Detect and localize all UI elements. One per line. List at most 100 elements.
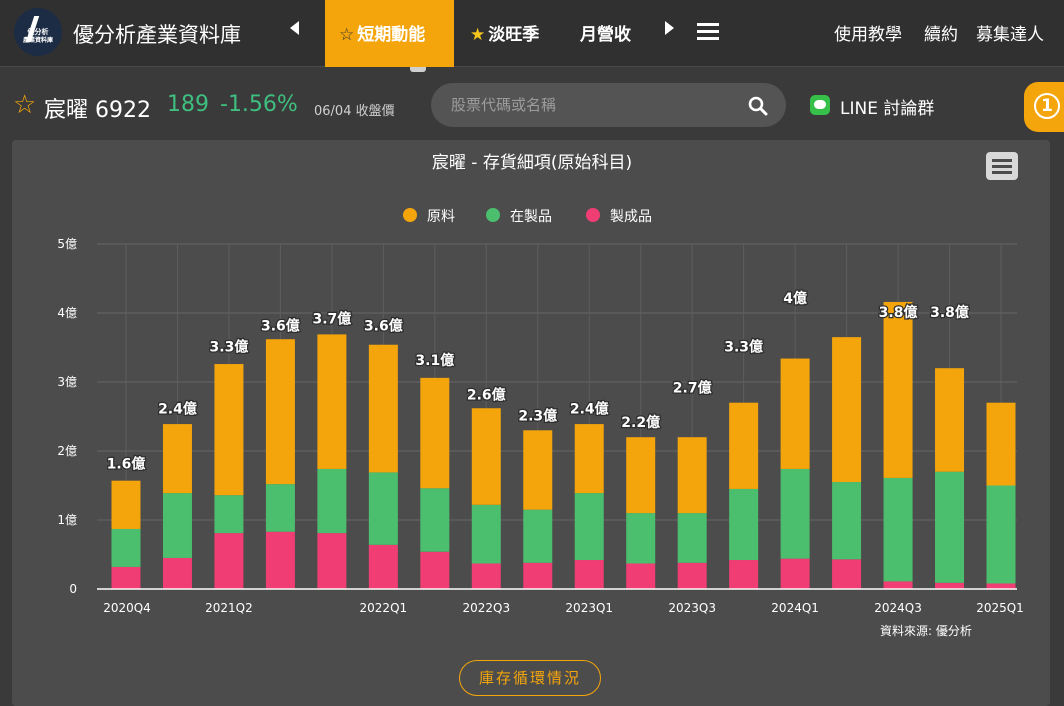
total-data-label: 2.7億	[673, 380, 712, 397]
bar-segment[interactable]	[471, 408, 501, 505]
bar-segment[interactable]	[574, 493, 604, 561]
nav-scroll-right-icon[interactable]	[665, 21, 674, 35]
bar-segment[interactable]	[162, 424, 192, 494]
bar-segment[interactable]	[265, 531, 295, 589]
bar-segment[interactable]	[368, 544, 398, 589]
bar-segment[interactable]	[523, 562, 553, 589]
bar-segment[interactable]	[162, 493, 192, 558]
bar-segment[interactable]	[780, 558, 810, 589]
total-data-label: 3.7億	[312, 311, 351, 328]
bar-segment[interactable]	[214, 533, 244, 589]
active-tab-indicator	[410, 67, 426, 72]
bar-segment[interactable]	[986, 402, 1016, 486]
total-data-label: 3.8億	[879, 304, 918, 321]
bar-segment[interactable]	[677, 562, 707, 589]
legend-dot-raw	[403, 208, 417, 222]
bar-segment[interactable]	[420, 551, 450, 589]
y-tick-label: 0	[69, 582, 77, 596]
bar-segment[interactable]	[214, 495, 244, 534]
renew-link[interactable]: 續約	[924, 25, 958, 45]
stock-name: 宸曜 6922	[44, 98, 151, 123]
chart-menu-button[interactable]	[986, 152, 1018, 180]
x-tick-label: 2023Q1	[565, 601, 613, 615]
bar-segment[interactable]	[265, 484, 295, 532]
bar-segment[interactable]	[986, 583, 1016, 589]
total-data-label: 3.1億	[415, 352, 454, 369]
bar-segment[interactable]	[626, 563, 656, 589]
bar-segment[interactable]	[368, 344, 398, 473]
x-tick-label: 2022Q3	[462, 601, 510, 615]
bar-segment[interactable]	[111, 480, 141, 529]
bar-segment[interactable]	[677, 437, 707, 514]
tab-short-term-momentum[interactable]: ☆ 短期動能	[325, 0, 454, 67]
legend-label: 原料	[427, 209, 455, 225]
bar-segment[interactable]	[832, 337, 862, 483]
total-data-label: 3.8億	[930, 304, 969, 321]
bar-segment[interactable]	[832, 559, 862, 589]
bar-segment[interactable]	[111, 566, 141, 589]
y-tick-label: 3億	[57, 375, 77, 389]
x-tick-label: 2022Q1	[360, 601, 408, 615]
bar-segment[interactable]	[420, 377, 450, 489]
star-icon: ★	[470, 25, 486, 45]
inventory-cycle-button[interactable]: 庫存循環情況	[459, 660, 601, 696]
data-source-note: 資料來源: 優分析	[880, 624, 972, 638]
y-tick-label: 1億	[57, 513, 77, 527]
tutorial-link[interactable]: 使用教學	[834, 25, 902, 45]
site-title[interactable]: 優分析產業資料庫	[73, 23, 241, 47]
line-app-icon[interactable]	[810, 95, 830, 115]
x-tick-label: 2024Q3	[874, 601, 922, 615]
x-tick-label: 2021Q2	[205, 601, 253, 615]
stock-date: 06/04 收盤價	[314, 104, 395, 119]
bar-segment[interactable]	[935, 368, 965, 472]
y-tick-label: 2億	[57, 444, 77, 458]
bar-segment[interactable]	[883, 581, 913, 589]
bar-segment[interactable]	[729, 488, 759, 561]
tab-label: 淡旺季	[488, 25, 540, 45]
bar-segment[interactable]	[883, 301, 913, 478]
bar-segment[interactable]	[729, 402, 759, 489]
bar-segment[interactable]	[626, 437, 656, 514]
site-logo[interactable]: 優分析 產業資料庫	[14, 8, 62, 56]
bar-segment[interactable]	[162, 557, 192, 589]
y-tick-label: 4億	[57, 306, 77, 320]
star-outline-icon: ☆	[339, 25, 355, 45]
search-input[interactable]	[451, 93, 731, 117]
bar-segment[interactable]	[471, 504, 501, 564]
bar-segment[interactable]	[523, 509, 553, 563]
search-icon[interactable]	[748, 96, 768, 116]
bar-segment[interactable]	[574, 424, 604, 494]
total-data-label: 1.6億	[107, 456, 146, 473]
tab-label: 短期動能	[357, 25, 426, 45]
bar-segment[interactable]	[111, 528, 141, 567]
bar-segment[interactable]	[317, 533, 347, 589]
recruit-link[interactable]: 募集達人	[976, 25, 1044, 45]
bar-segment[interactable]	[729, 560, 759, 589]
bar-segment[interactable]	[420, 488, 450, 552]
bar-segment[interactable]	[780, 468, 810, 559]
y-tick-label: 5億	[57, 237, 77, 251]
bar-segment[interactable]	[780, 358, 810, 469]
bar-segment[interactable]	[935, 582, 965, 589]
bar-segment[interactable]	[574, 560, 604, 589]
bar-segment[interactable]	[265, 339, 295, 485]
bar-segment[interactable]	[368, 472, 398, 545]
bar-segment[interactable]	[677, 513, 707, 563]
notification-badge[interactable]: 1	[1024, 82, 1064, 132]
bar-segment[interactable]	[317, 334, 347, 469]
chart-panel	[12, 140, 1050, 706]
bar-segment[interactable]	[214, 364, 244, 496]
bar-segment[interactable]	[471, 563, 501, 589]
bar-segment[interactable]	[317, 468, 347, 534]
hamburger-menu-icon[interactable]	[697, 23, 719, 41]
bar-segment[interactable]	[626, 513, 656, 564]
line-group-link[interactable]: LINE 討論群	[840, 99, 935, 119]
bar-segment[interactable]	[523, 430, 553, 510]
favorite-star-icon[interactable]: ☆	[13, 90, 37, 120]
bar-segment[interactable]	[935, 471, 965, 583]
bar-segment[interactable]	[883, 477, 913, 582]
total-data-label: 3.6億	[261, 318, 300, 335]
bar-segment[interactable]	[832, 482, 862, 560]
bar-segment[interactable]	[986, 485, 1016, 584]
nav-scroll-left-icon[interactable]	[290, 21, 299, 35]
